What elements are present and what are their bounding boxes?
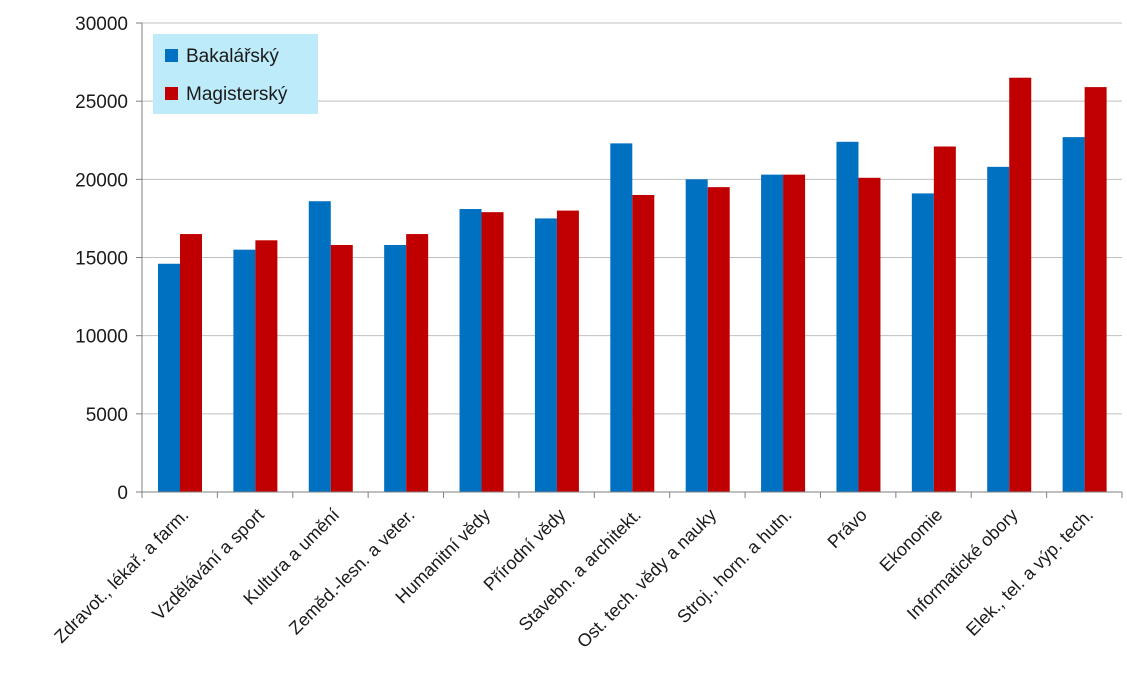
- legend-box: [153, 34, 318, 114]
- y-tick-label: 25000: [75, 92, 128, 113]
- bar-magistersky: [1084, 87, 1107, 492]
- bar-magistersky: [858, 177, 881, 492]
- x-tick-label: Právo: [824, 505, 871, 552]
- bar-bakalarsky: [761, 174, 784, 493]
- bar-magistersky: [933, 146, 956, 492]
- y-tick-label: 30000: [75, 14, 128, 35]
- x-tick-label: Zdravot., lékař. a farm.: [50, 505, 192, 647]
- bar-bakalarsky: [911, 193, 934, 493]
- axes: [136, 22, 1123, 498]
- bar-magistersky: [783, 174, 806, 493]
- legend-swatch: [165, 87, 178, 100]
- bar-magistersky: [255, 240, 278, 492]
- bar-bakalarsky: [308, 201, 331, 492]
- bar-magistersky: [632, 194, 655, 492]
- bar-bakalarsky: [233, 249, 256, 492]
- y-tick-label: 10000: [75, 327, 128, 348]
- bar-bakalarsky: [534, 218, 557, 492]
- y-tick-label: 0: [117, 483, 128, 504]
- legend-swatch: [165, 49, 178, 62]
- bar-magistersky: [556, 210, 579, 492]
- bar-magistersky: [1009, 77, 1032, 492]
- bar-bakalarsky: [685, 179, 708, 493]
- bar-bakalarsky: [836, 141, 859, 492]
- bar-bakalarsky: [158, 263, 180, 492]
- bar-magistersky: [707, 187, 730, 492]
- x-tick-label: Stavebn. a architekt.: [515, 505, 645, 635]
- bar-bakalarsky: [384, 244, 407, 492]
- bars: [158, 77, 1107, 493]
- x-tick-label: Elek., tel. a výp. tech.: [962, 505, 1097, 640]
- x-tick-label: Ost. tech. vědy a nauky: [573, 505, 720, 652]
- bar-magistersky: [330, 244, 353, 492]
- legend-label: Magisterský: [186, 84, 288, 105]
- bar-bakalarsky: [987, 166, 1010, 492]
- bar-magistersky: [481, 212, 504, 492]
- bar-magistersky: [180, 234, 202, 493]
- bar-bakalarsky: [459, 209, 482, 492]
- legend: Bakalářský Magisterský: [153, 34, 318, 114]
- y-tick-label: 20000: [75, 170, 128, 191]
- x-tick-label: Zeměd.-lesn. a veter.: [285, 505, 419, 639]
- y-tick-labels: 0 5000 10000 15000 20000 25000 30000: [75, 14, 128, 504]
- bar-bakalarsky: [610, 143, 633, 493]
- x-tick-labels: Zdravot., lékař. a farm.Vzdělávání a spo…: [50, 505, 1097, 652]
- x-tick-label: Ekonomie: [876, 505, 947, 576]
- y-tick-label: 5000: [86, 405, 128, 426]
- legend-label: Bakalářský: [186, 46, 279, 67]
- y-tick-label: 15000: [75, 249, 128, 270]
- bar-bakalarsky: [1062, 137, 1085, 492]
- bar-magistersky: [406, 234, 429, 493]
